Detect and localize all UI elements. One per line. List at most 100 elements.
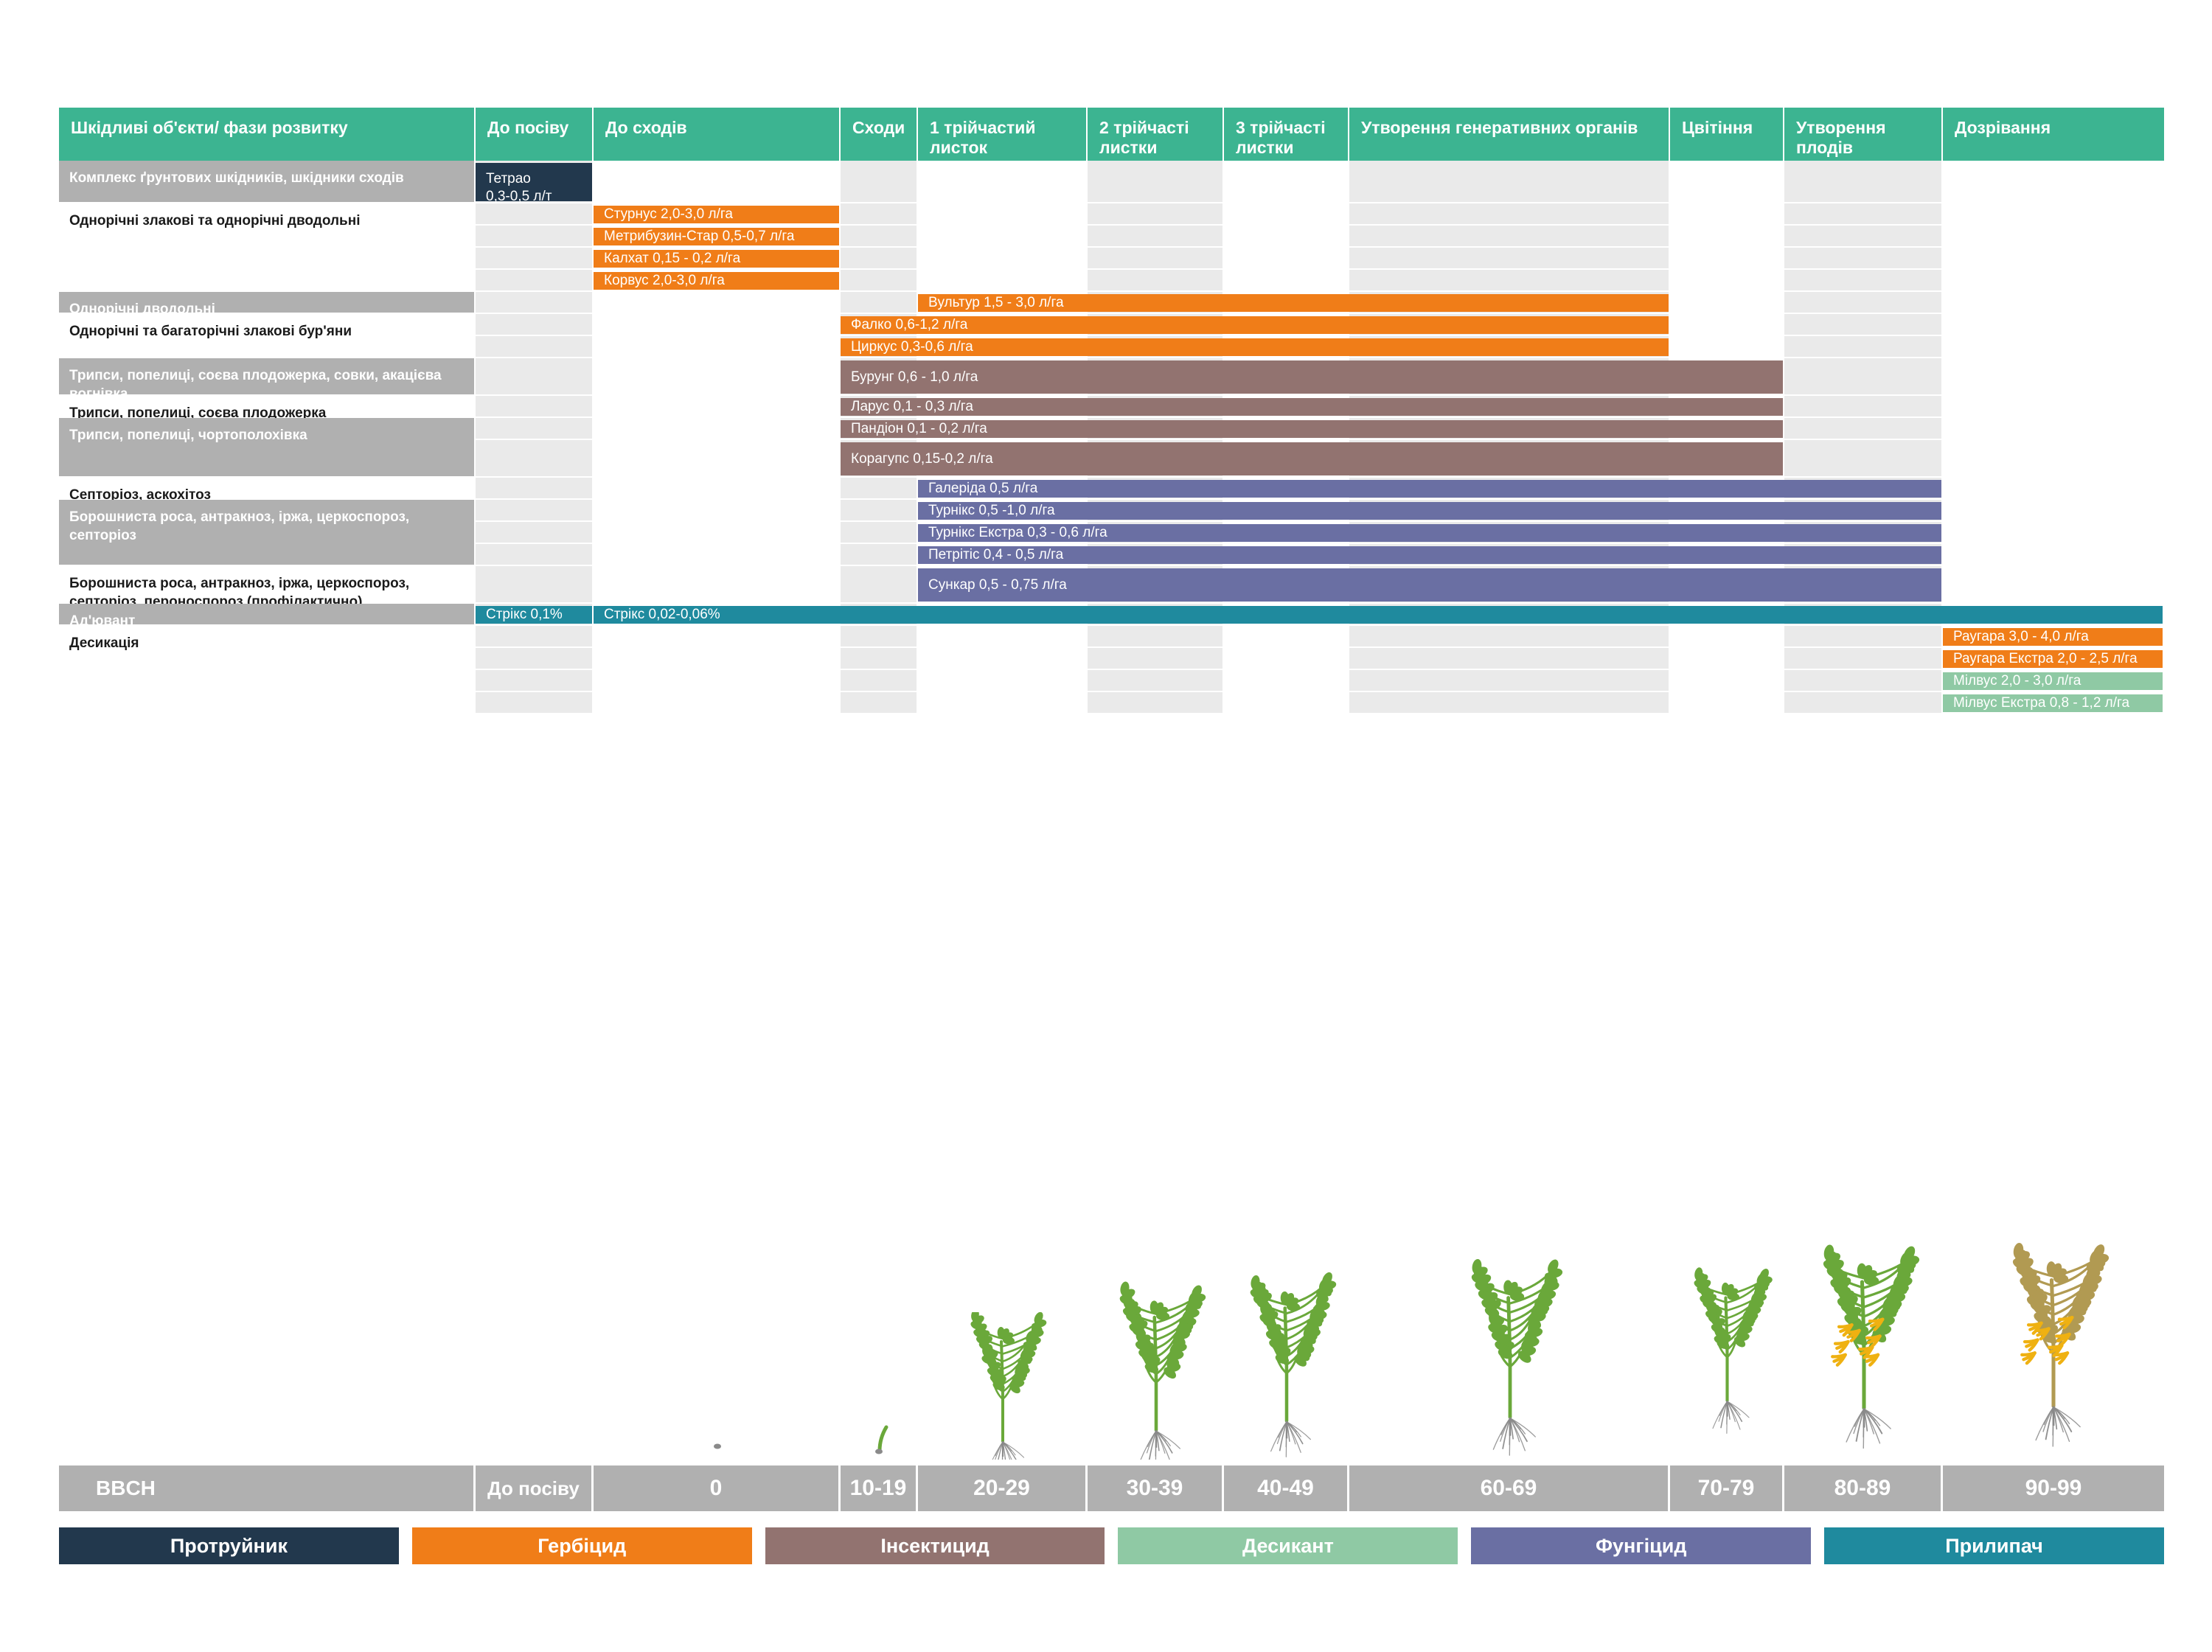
- schedule-cell: [594, 314, 841, 336]
- schedule-cell: [476, 358, 594, 396]
- bbch-70-79: 70-79: [1670, 1465, 1784, 1511]
- soybean-plant-icon: [1471, 1258, 1562, 1456]
- product-bar[interactable]: Турнікс Екстра 0,3 - 0,6 л/га: [918, 524, 1941, 542]
- product-bar[interactable]: Пандіон 0,1 - 0,2 л/га: [841, 420, 1783, 438]
- product-bar[interactable]: Мілвус Екстра 0,8 - 1,2 л/га: [1943, 694, 2163, 712]
- schedule-cell: [1784, 358, 1943, 396]
- table-row: Однорічні та багаторічні злакові бур'яни…: [59, 314, 2164, 358]
- product-bar[interactable]: Корвус 2,0-3,0 л/га: [594, 272, 839, 290]
- table-row: Циркус 0,3-0,6 л/га: [59, 336, 2164, 358]
- row-label: Трипси, попелиці, соєва плодожерка, совк…: [59, 358, 476, 402]
- schedule-cell: [1349, 648, 1670, 670]
- schedule-cell: [594, 478, 841, 500]
- plant-stage-70-79: [1784, 1194, 1943, 1460]
- table-row: Ад'ювант Стрікс 0,02-0,06% Стрікс 0,1%: [59, 604, 2164, 629]
- schedule-cell: [476, 500, 594, 522]
- product-bar[interactable]: Стурнус 2,0-3,0 л/га: [594, 206, 839, 223]
- table-row: Корвус 2,0-3,0 л/га: [59, 270, 2164, 292]
- bbch-90-99: 90-99: [1943, 1465, 2164, 1511]
- schedule-cell: [476, 522, 594, 544]
- product-bar[interactable]: Циркус 0,3-0,6 л/га: [841, 338, 1669, 356]
- product-bar[interactable]: Сункар 0,5 - 0,75 л/га: [918, 568, 1941, 602]
- schedule-cell: [841, 626, 918, 648]
- row-label: Трипси, попелиці, соєва плодожерка: [59, 396, 476, 421]
- schedule-cell: [841, 500, 918, 522]
- schedule-cell: [1349, 226, 1670, 248]
- plant-stage-40-49: [1349, 1194, 1670, 1460]
- bbch-scale-row: BBCH До посіву 0 10-19 20-29 30-39 40-49…: [59, 1465, 2164, 1511]
- row-label: Борошниста роса, антракноз, іржа, церкос…: [59, 566, 476, 610]
- plant-stage-60-69: [1670, 1194, 1784, 1460]
- schedule-cell: [1088, 648, 1224, 670]
- schedule-cell: [476, 226, 594, 248]
- schedule-cell: [1224, 226, 1349, 248]
- schedule-cell: [1670, 248, 1784, 270]
- table-row: Борошниста роса, антракноз, іржа, церкос…: [59, 500, 2164, 566]
- table-row: Комплекс ґрунтових шкідників, шкідники с…: [59, 161, 2164, 204]
- schedule-cell: [594, 692, 841, 714]
- schedule-cell: [476, 648, 594, 670]
- schedule-cell: [1784, 226, 1943, 248]
- schedule-cell: [1943, 566, 2164, 604]
- schedule-cell: [594, 544, 841, 566]
- table-row: Трипси, попелиці, чортополохівка Пандіон …: [59, 418, 2164, 478]
- schedule-cell: [1784, 336, 1943, 358]
- schedule-cell: [1670, 648, 1784, 670]
- schedule-cell: [1349, 670, 1670, 692]
- legend-label: Десикант: [1242, 1534, 1334, 1557]
- schedule-cell: [476, 292, 594, 314]
- schedule-cell: [594, 336, 841, 358]
- schedule-cell: [1349, 203, 1670, 226]
- schedule-cell: [594, 626, 841, 648]
- schedule-cell: [841, 226, 918, 248]
- header-col-fruiting: Утворення плодів: [1784, 108, 1943, 169]
- product-bar[interactable]: Калхат 0,15 - 0,2 л/га: [594, 250, 839, 268]
- schedule-cell: [1670, 626, 1784, 648]
- schedule-cell: [476, 692, 594, 714]
- table-row: Метрибузин-Стар 0,5-0,7 л/га: [59, 226, 2164, 248]
- schedule-cell: [1670, 226, 1784, 248]
- schedule-cell: [1224, 692, 1349, 714]
- product-bar[interactable]: Метрибузин-Стар 0,5-0,7 л/га: [594, 228, 839, 245]
- product-bar[interactable]: Фалко 0,6-1,2 л/га: [841, 316, 1669, 334]
- header-col-leaf1: 1 трійчастий листок: [918, 108, 1088, 169]
- product-bar[interactable]: Стрікс 0,02-0,06%: [594, 606, 2163, 624]
- product-bar[interactable]: Ларус 0,1 - 0,3 л/га: [841, 398, 1783, 416]
- schedule-cell: [1670, 670, 1784, 692]
- product-bar[interactable]: Галеріда 0,5 л/га: [918, 480, 1941, 498]
- schedule-cell: [1784, 648, 1943, 670]
- schedule-cell: [1224, 161, 1349, 203]
- schedule-cell: [918, 692, 1088, 714]
- product-bar[interactable]: Корагупс 0,15-0,2 л/га: [841, 442, 1783, 475]
- product-bar[interactable]: Тетрао 0,3-0,5 л/т: [476, 163, 592, 204]
- schedule-cell: [841, 248, 918, 270]
- schedule-cell: [1670, 314, 1784, 336]
- product-bar[interactable]: Раугара Екстра 2,0 - 2,5 л/га: [1943, 650, 2163, 668]
- schedule-cell: [476, 248, 594, 270]
- schedule-cell: [918, 670, 1088, 692]
- product-type-legend: Протруйник Гербіцид Інсектицид Десикант Фунг…: [59, 1527, 2164, 1564]
- product-bar[interactable]: Раугара 3,0 - 4,0 л/га: [1943, 628, 2163, 646]
- schedule-cell: [1943, 336, 2164, 358]
- schedule-cell: [1943, 478, 2164, 500]
- schedule-cell: [1784, 418, 1943, 440]
- product-bar[interactable]: Мілвус 2,0 - 3,0 л/га: [1943, 672, 2163, 690]
- schedule-cell: [1784, 248, 1943, 270]
- schedule-cell: [841, 292, 918, 314]
- schedule-cell: [841, 692, 918, 714]
- product-bar[interactable]: Турнікс 0,5 -1,0 л/га: [918, 502, 1941, 520]
- bbch-60-69: 60-69: [1349, 1465, 1670, 1511]
- product-bar[interactable]: Петрітіс 0,4 - 0,5 л/га: [918, 546, 1941, 564]
- schedule-cell: [841, 566, 918, 604]
- sprout-icon: [874, 1425, 888, 1454]
- schedule-cell: [594, 396, 841, 418]
- schedule-cell: [1784, 203, 1943, 226]
- row-label: Трипси, попелиці, чортополохівка: [59, 418, 476, 478]
- product-bar[interactable]: Бурунг 0,6 - 1,0 л/га: [841, 360, 1783, 394]
- schedule-cell: [918, 648, 1088, 670]
- header-col-ripening: Дозрівання: [1943, 108, 2164, 169]
- schedule-cell: [1943, 292, 2164, 314]
- product-bar-extra[interactable]: Стрікс 0,1%: [476, 606, 592, 624]
- plant-stage-ripening: [1943, 1194, 2164, 1460]
- product-bar[interactable]: Вультур 1,5 - 3,0 л/га: [918, 294, 1669, 312]
